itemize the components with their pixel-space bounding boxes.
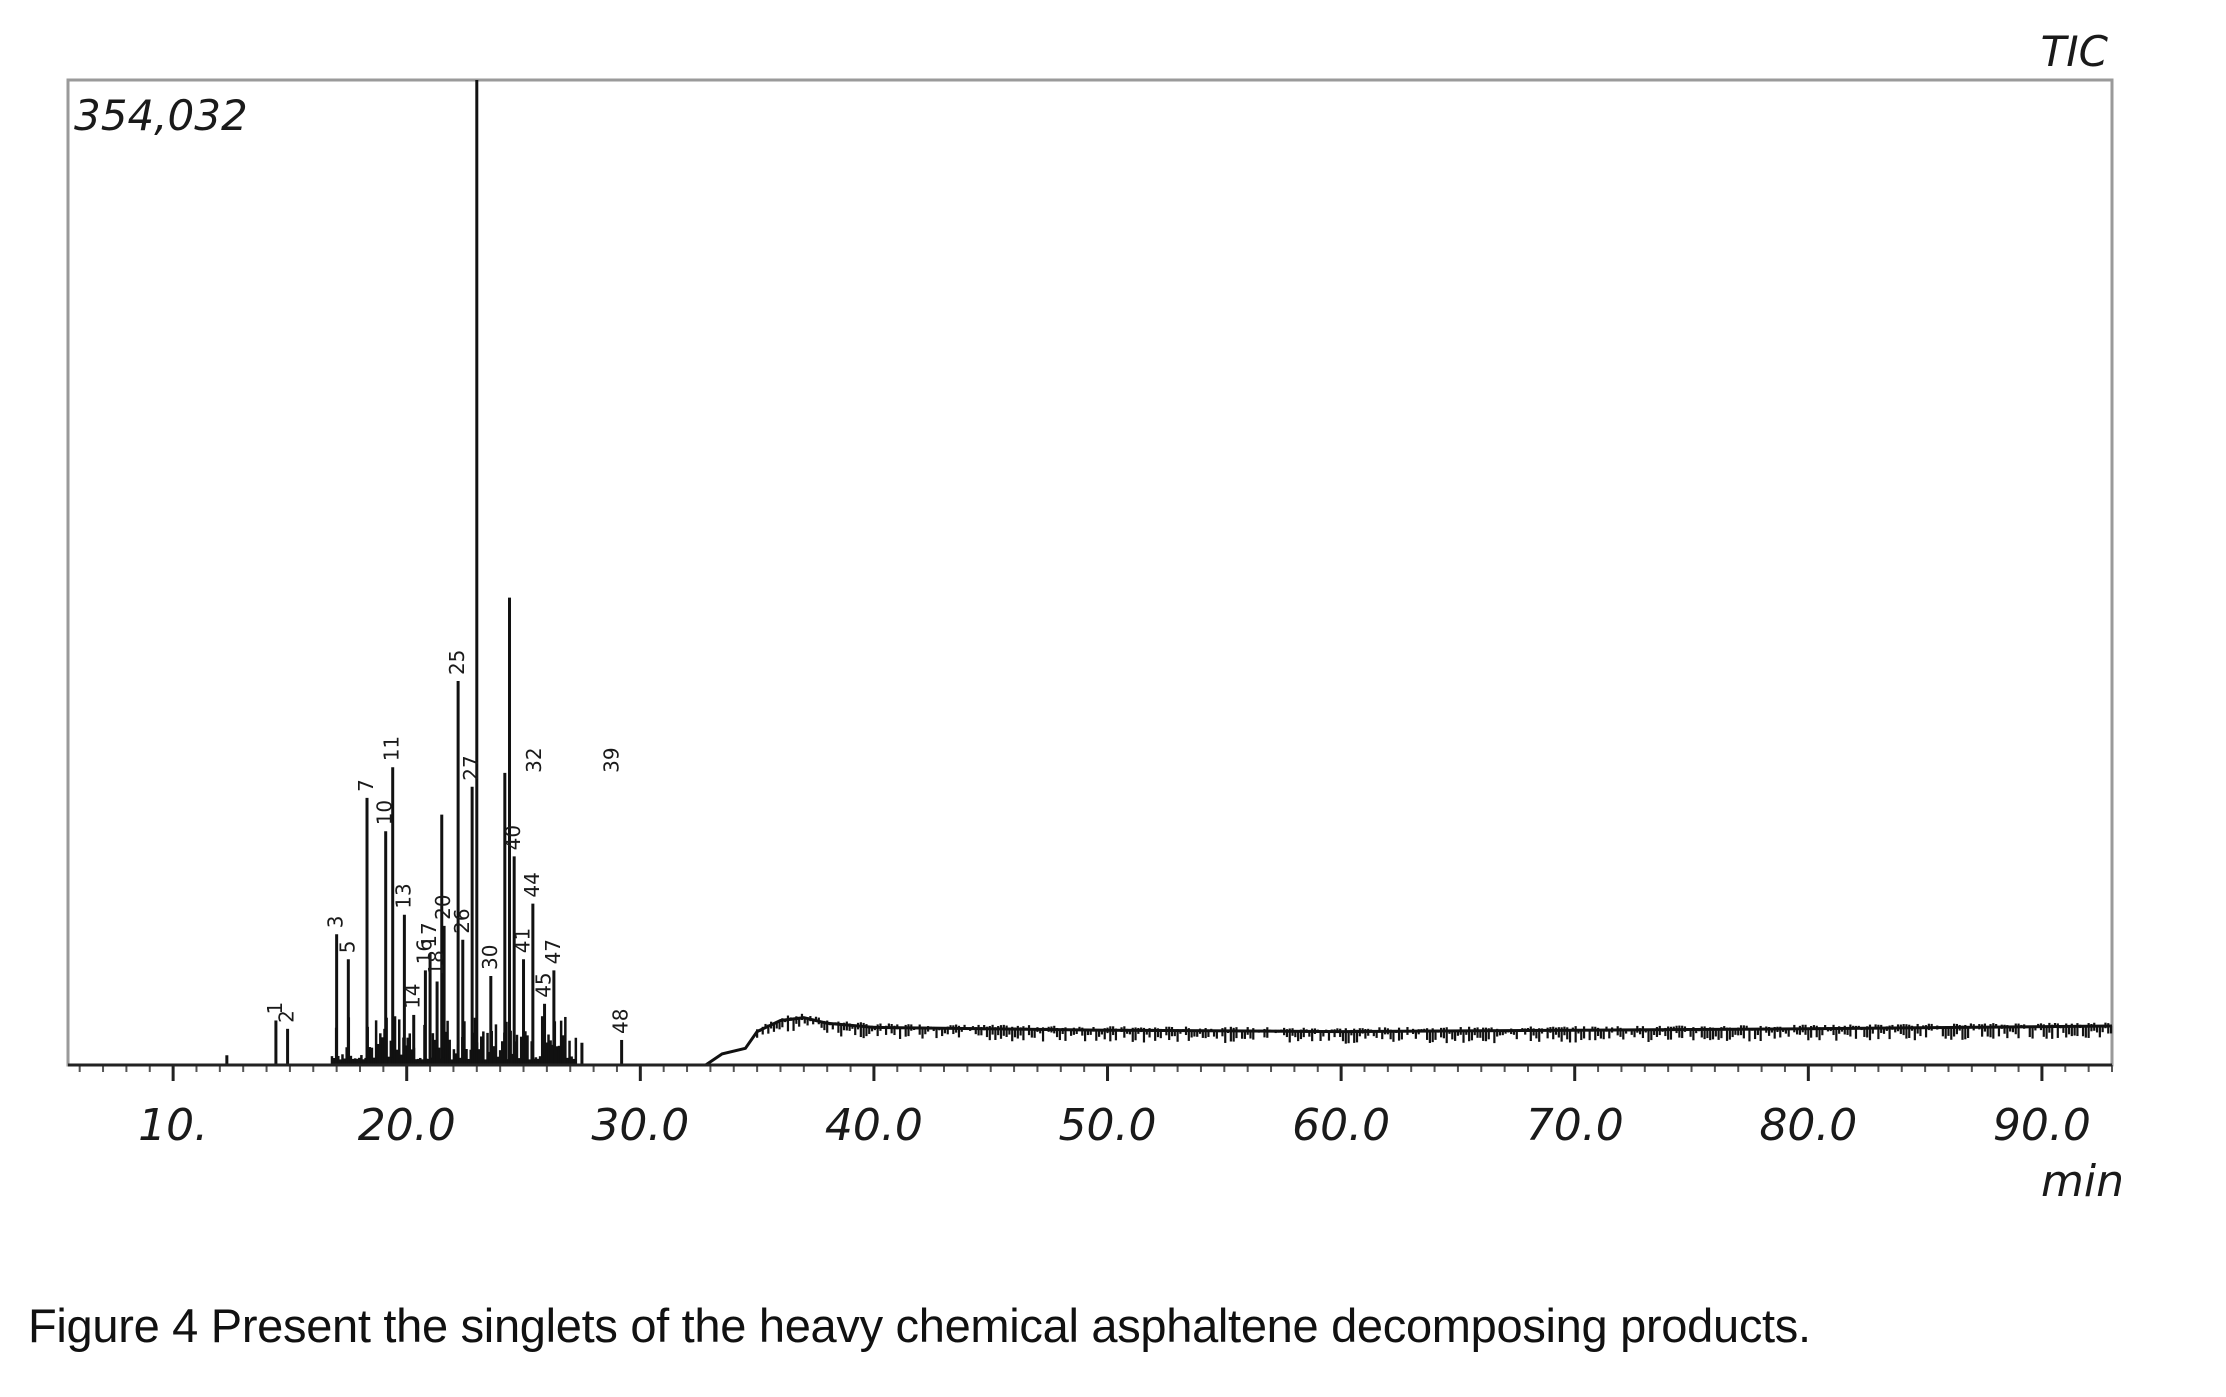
figure-caption: Figure 4 Present the singlets of the hea… [28,1299,1811,1352]
peak-label: 1 [263,1002,287,1015]
x-tick-label: 50.0 [1059,1100,1157,1151]
peak-label: 10 [373,800,397,825]
tic-noise-band [756,1013,2113,1044]
x-tick-label: 90.0 [1993,1100,2091,1151]
peak-label: 44 [520,872,544,897]
x-tick-label: 20.0 [358,1100,456,1151]
peak-label: 18 [424,950,448,975]
peak-label: 41 [511,928,535,953]
peak-label: 20 [431,894,455,919]
trace-label: TIC [2041,27,2109,76]
peak-label: 11 [380,736,404,761]
peak-label: 3 [324,916,348,929]
x-unit-label: min [2041,1156,2124,1207]
peak-label: 48 [609,1009,633,1034]
peak-label: 13 [391,883,415,908]
peak-label: 7 [354,779,378,792]
peak-label: 26 [450,908,474,933]
x-tick-label: 10. [138,1100,208,1151]
peak-label: 45 [532,972,556,997]
major-ticks [171,1065,2044,1081]
peak-label: 39 [599,747,623,772]
x-tick-label: 40.0 [825,1100,923,1151]
intensity-max-label: 354,032 [74,91,248,140]
peak-label: 30 [478,945,502,970]
x-tick-label: 60.0 [1292,1100,1390,1151]
peak-label: 40 [501,825,525,850]
peak-label: 5 [335,941,359,954]
peak-label: 16 [412,939,436,964]
peak-label: 47 [541,939,565,964]
peak-label: 27 [459,755,483,780]
x-tick-labels: 10. 20.0 30.0 40.0 50.0 60.0 70.0 80.0 90.0 [138,1100,2091,1151]
x-tick-label: 70.0 [1526,1100,1624,1151]
tic-peaks [225,80,624,1065]
peak-label: 25 [445,650,469,675]
peak-label: 14 [401,983,425,1008]
peak-label: 2 [275,1010,299,1023]
x-tick-label: 30.0 [591,1100,689,1151]
peak-label: 17 [417,922,441,947]
x-tick-label: 80.0 [1759,1100,1857,1151]
peak-label: 32 [522,747,546,772]
chromatogram-chart: TIC 354,032 10. 20.0 30.0 40.0 50.0 60.0 70.0 8… [66,27,2124,1207]
plot-frame [66,78,2114,1067]
